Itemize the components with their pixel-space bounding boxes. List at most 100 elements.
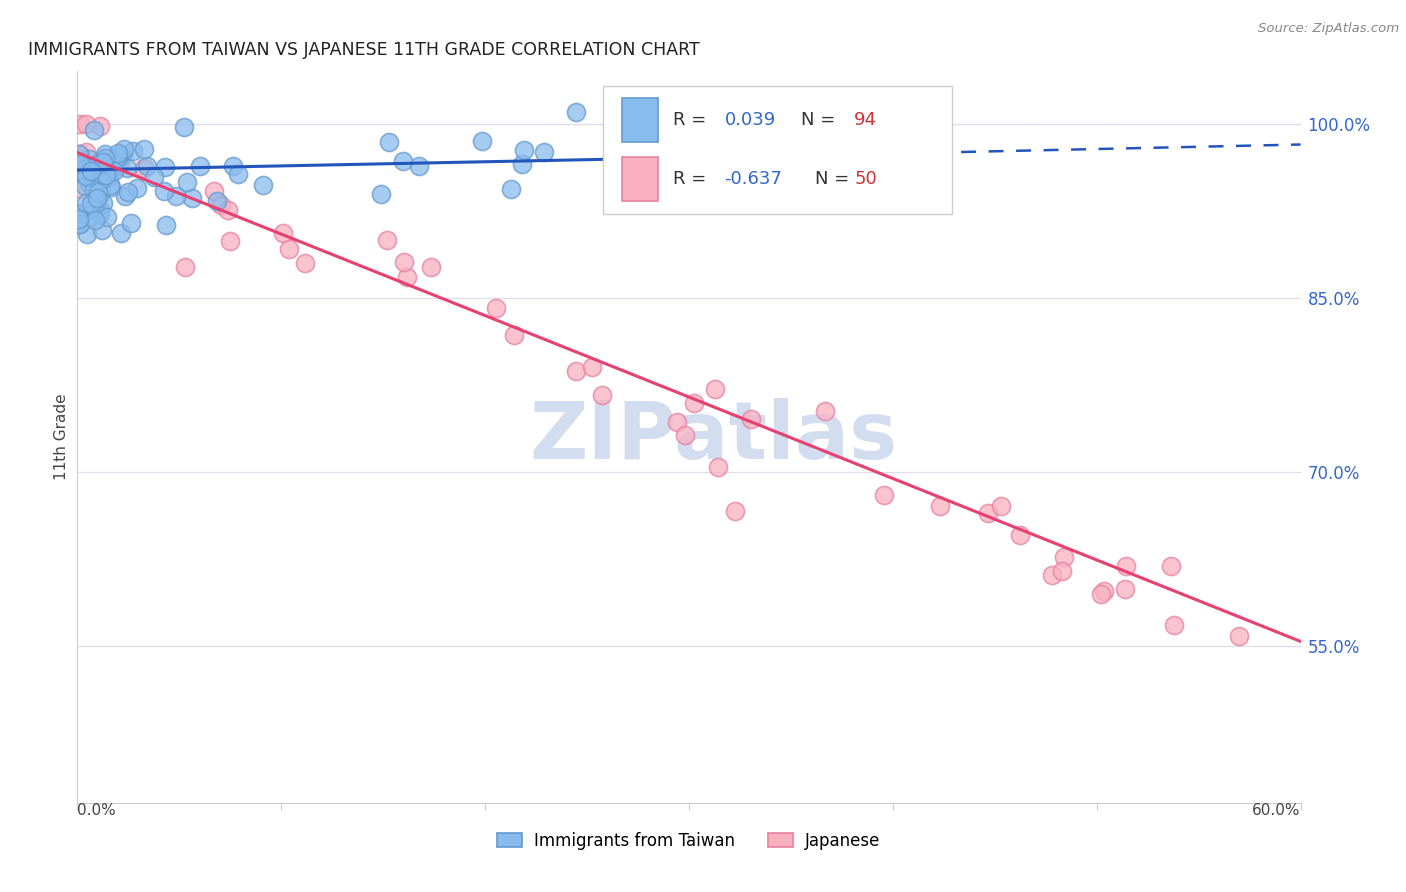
Point (392, 254, 415, 268)
Point (673, 427, 696, 442)
Point (884, 118, 907, 132)
Point (207, 194, 229, 208)
Point (740, 412, 762, 426)
Point (180, 191, 202, 205)
Point (75, 145, 97, 160)
Point (108, 156, 131, 170)
Point (103, 164, 125, 178)
Point (845, 137, 868, 152)
Point (977, 506, 1000, 520)
Point (173, 120, 195, 135)
Point (217, 203, 239, 218)
Point (108, 149, 131, 163)
Point (226, 167, 249, 181)
Point (82, 160, 104, 174)
Point (155, 160, 177, 174)
Text: 60.0%: 60.0% (1253, 803, 1301, 818)
Point (758, 159, 780, 173)
Point (107, 146, 129, 161)
Point (72, 167, 94, 181)
Point (70, 157, 93, 171)
Point (1227, 629, 1250, 643)
Point (89, 119, 111, 133)
Point (278, 243, 301, 257)
Point (93, 147, 115, 161)
Point (135, 159, 157, 173)
Point (87, 166, 110, 180)
Point (375, 233, 398, 247)
Point (69, 147, 91, 161)
Point (86, 191, 108, 205)
Point (789, 105, 811, 120)
Point (377, 136, 399, 150)
Point (89, 207, 111, 221)
Point (97, 169, 120, 184)
Text: 94: 94 (853, 112, 877, 129)
Point (929, 499, 952, 513)
Point (209, 198, 232, 212)
Point (808, 105, 831, 120)
Y-axis label: 11th Grade: 11th Grade (53, 393, 69, 481)
Point (513, 143, 536, 157)
Point (370, 187, 392, 202)
Text: Source: ZipAtlas.com: Source: ZipAtlas.com (1258, 22, 1399, 36)
Point (533, 145, 555, 159)
Point (84, 213, 107, 227)
Legend: Immigrants from Taiwan, Japanese: Immigrants from Taiwan, Japanese (491, 825, 887, 856)
Point (1114, 582, 1136, 596)
Point (786, 111, 808, 125)
Point (1115, 558, 1137, 573)
Point (70, 154, 93, 169)
Point (93, 156, 115, 170)
Point (111, 148, 134, 162)
Point (499, 182, 522, 196)
Point (666, 415, 689, 429)
Point (83, 183, 105, 197)
Point (408, 159, 430, 173)
Point (1163, 618, 1185, 632)
Point (1008, 527, 1031, 541)
Point (990, 499, 1012, 513)
Point (77, 177, 100, 191)
Point (89, 189, 111, 203)
FancyBboxPatch shape (621, 98, 658, 143)
Point (565, 364, 588, 378)
Point (105, 149, 128, 163)
Point (395, 269, 418, 284)
Point (683, 395, 706, 409)
Point (75, 169, 97, 184)
Point (122, 144, 145, 158)
Point (142, 169, 165, 184)
Point (1160, 559, 1182, 574)
Point (707, 459, 730, 474)
Point (485, 301, 508, 315)
Point (420, 260, 443, 275)
Point (80, 197, 103, 211)
Point (91, 154, 114, 169)
Point (110, 226, 132, 240)
Point (67, 146, 90, 161)
Point (703, 382, 725, 396)
Point (114, 189, 136, 203)
Point (112, 142, 135, 156)
Text: -0.637: -0.637 (724, 169, 782, 188)
Point (75, 117, 97, 131)
Point (98, 178, 121, 192)
Point (86, 189, 108, 203)
Point (391, 153, 413, 168)
Point (77, 152, 100, 166)
FancyBboxPatch shape (621, 157, 658, 201)
Point (153, 184, 176, 198)
Point (202, 185, 225, 199)
Text: ZIPatlas: ZIPatlas (529, 398, 897, 476)
Point (134, 161, 156, 175)
Point (155, 218, 177, 232)
Point (89, 203, 111, 218)
Point (76, 211, 98, 225)
Point (471, 134, 494, 148)
Point (86, 156, 108, 170)
Point (73, 179, 96, 194)
Point (1053, 550, 1076, 565)
Text: N =: N = (801, 112, 841, 129)
Point (176, 176, 198, 190)
